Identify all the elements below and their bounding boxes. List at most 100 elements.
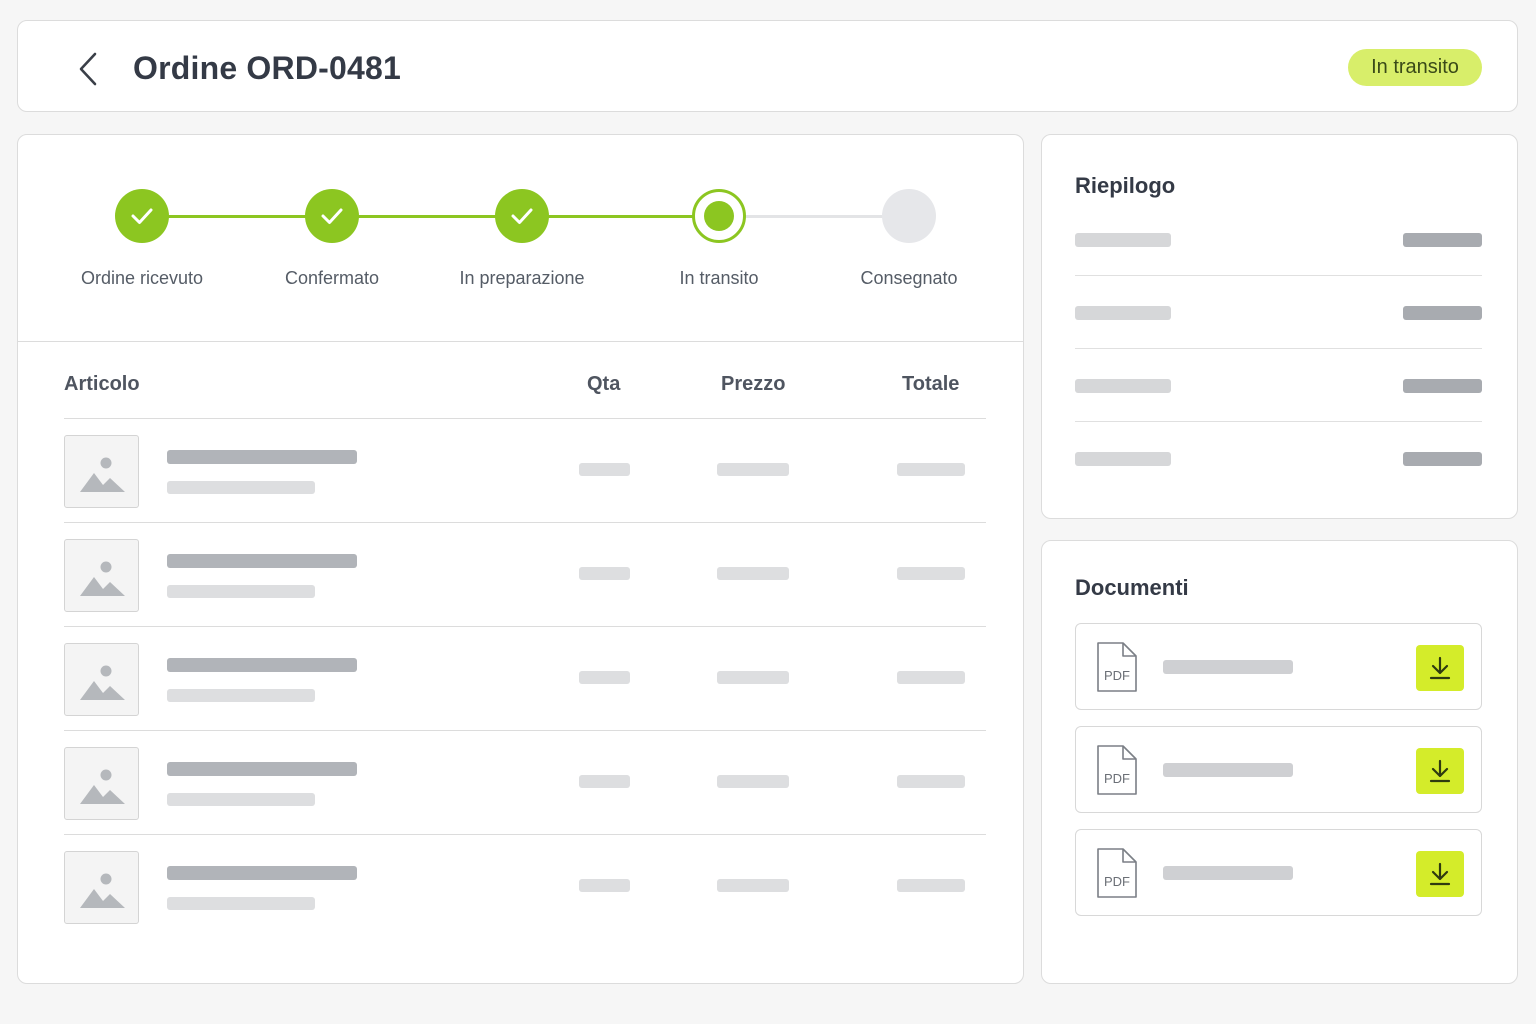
table-row[interactable] [64, 523, 986, 627]
qty-placeholder [579, 671, 630, 684]
pdf-file-icon: PDF [1097, 848, 1137, 898]
svg-text:PDF: PDF [1104, 874, 1130, 889]
item-name-placeholder [167, 762, 357, 776]
summary-label-placeholder [1075, 452, 1171, 466]
total-placeholder [897, 879, 965, 892]
download-icon [1429, 759, 1451, 783]
column-header-price: Prezzo [721, 373, 786, 395]
svg-text:PDF: PDF [1104, 771, 1130, 786]
price-placeholder [717, 879, 789, 892]
pdf-file-icon: PDF [1097, 745, 1137, 795]
download-button[interactable] [1416, 645, 1464, 691]
check-icon [321, 208, 343, 224]
summary-label-placeholder [1075, 306, 1171, 320]
image-icon [80, 561, 125, 596]
progress-line-done [142, 215, 722, 218]
price-placeholder [717, 775, 789, 788]
item-desc-placeholder [167, 897, 315, 910]
step-label: Consegnato [860, 268, 958, 288]
summary-value-placeholder [1403, 233, 1482, 247]
step-label: In transito [679, 268, 759, 288]
column-header-total: Totale [902, 373, 960, 395]
total-placeholder [897, 567, 965, 580]
image-icon [80, 873, 125, 908]
item-desc-placeholder [167, 481, 315, 494]
item-name-placeholder [167, 658, 357, 672]
product-image-placeholder [64, 643, 139, 716]
qty-placeholder [579, 879, 630, 892]
image-icon [80, 665, 125, 700]
price-placeholder [717, 567, 789, 580]
items-table-header: Articolo Qta Prezzo Totale [64, 359, 986, 419]
summary-title: Riepilogo [1075, 173, 1176, 198]
summary-row [1075, 276, 1482, 349]
step-done-circle [495, 189, 549, 243]
product-image-placeholder [64, 435, 139, 508]
image-icon [80, 769, 125, 804]
total-placeholder [897, 463, 965, 476]
download-icon [1429, 862, 1451, 886]
summary-value-placeholder [1403, 452, 1482, 466]
step-done-circle [115, 189, 169, 243]
chevron-left-icon [79, 52, 97, 86]
download-button[interactable] [1416, 748, 1464, 794]
price-placeholder [717, 463, 789, 476]
item-desc-placeholder [167, 585, 315, 598]
item-name-placeholder [167, 450, 357, 464]
total-placeholder [897, 775, 965, 788]
document-item[interactable]: PDF [1075, 829, 1482, 916]
documents-card: Documenti PDF PDF PDF [1041, 540, 1518, 984]
summary-value-placeholder [1403, 379, 1482, 393]
qty-placeholder [579, 775, 630, 788]
document-name-placeholder [1163, 763, 1293, 777]
back-button[interactable] [72, 51, 108, 87]
document-item[interactable]: PDF [1075, 623, 1482, 710]
summary-value-placeholder [1403, 306, 1482, 320]
step-current-circle [692, 189, 746, 243]
qty-placeholder [579, 567, 630, 580]
documents-title: Documenti [1075, 575, 1189, 600]
summary-card: Riepilogo [1041, 134, 1518, 519]
download-button[interactable] [1416, 851, 1464, 897]
table-row[interactable] [64, 419, 986, 523]
summary-row [1075, 422, 1482, 495]
download-icon [1429, 656, 1451, 680]
order-progress-stepper: Ordine ricevuto Confermato In preparazio… [18, 135, 1023, 342]
svg-text:PDF: PDF [1104, 668, 1130, 683]
document-item[interactable]: PDF [1075, 726, 1482, 813]
step-label: Confermato [284, 268, 380, 288]
column-header-item: Articolo [64, 373, 140, 395]
item-desc-placeholder [167, 689, 315, 702]
table-row[interactable] [64, 731, 986, 835]
summary-label-placeholder [1075, 233, 1171, 247]
summary-row [1075, 203, 1482, 276]
step-pending-circle [882, 189, 936, 243]
table-row[interactable] [64, 627, 986, 731]
current-dot-icon [704, 201, 734, 231]
summary-label-placeholder [1075, 379, 1171, 393]
item-name-placeholder [167, 866, 357, 880]
qty-placeholder [579, 463, 630, 476]
total-placeholder [897, 671, 965, 684]
column-header-qty: Qta [587, 373, 621, 395]
step-label: Ordine ricevuto [80, 268, 204, 288]
check-icon [511, 208, 533, 224]
pdf-file-icon: PDF [1097, 642, 1137, 692]
item-desc-placeholder [167, 793, 315, 806]
item-name-placeholder [167, 554, 357, 568]
product-image-placeholder [64, 539, 139, 612]
document-name-placeholder [1163, 660, 1293, 674]
page-title: Ordine ORD-0481 [133, 50, 401, 86]
image-icon [80, 457, 125, 492]
document-name-placeholder [1163, 866, 1293, 880]
progress-line-pending [722, 215, 908, 218]
product-image-placeholder [64, 851, 139, 924]
step-done-circle [305, 189, 359, 243]
order-details-card: Ordine ricevuto Confermato In preparazio… [17, 134, 1024, 984]
summary-row [1075, 349, 1482, 422]
product-image-placeholder [64, 747, 139, 820]
check-icon [131, 208, 153, 224]
table-row[interactable] [64, 835, 986, 939]
price-placeholder [717, 671, 789, 684]
order-header: Ordine ORD-0481 In transito [17, 20, 1518, 112]
